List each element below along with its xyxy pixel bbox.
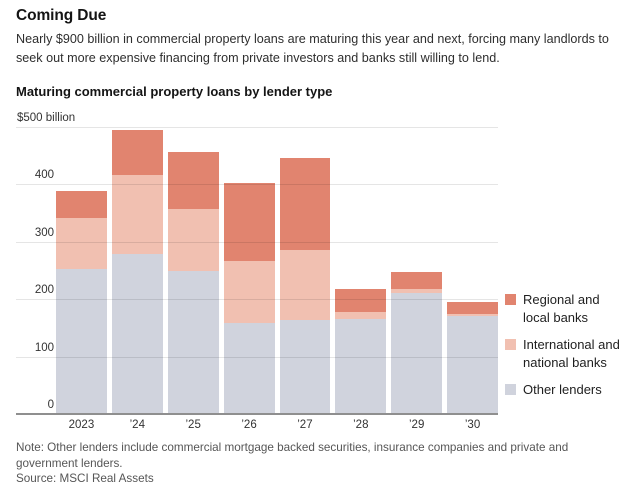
bar-segment[interactable] bbox=[391, 272, 443, 290]
y-tick-label-400: 400 bbox=[34, 169, 54, 182]
bar-segment[interactable] bbox=[391, 293, 443, 414]
bar-segment[interactable] bbox=[111, 174, 163, 254]
x-tick-label: ’29 bbox=[409, 419, 425, 431]
bar-26 bbox=[223, 182, 275, 414]
bar-segment[interactable] bbox=[447, 301, 498, 314]
gridline-500 bbox=[16, 127, 498, 128]
bar-24 bbox=[111, 129, 163, 414]
subtitle: Nearly $900 billion in commercial proper… bbox=[16, 32, 609, 65]
bar-segment[interactable] bbox=[56, 268, 107, 414]
bar-29 bbox=[391, 272, 443, 414]
bar-segment[interactable] bbox=[111, 129, 163, 175]
bar-segment[interactable] bbox=[335, 318, 387, 414]
y-tick-label-300: 300 bbox=[34, 226, 54, 239]
legend-label: Other lenders bbox=[523, 382, 602, 397]
x-tick-label: ’25 bbox=[185, 419, 201, 431]
bar-25 bbox=[167, 151, 219, 414]
bar-segment[interactable] bbox=[391, 289, 443, 294]
y-tick-label-500: $500 billion bbox=[17, 112, 76, 124]
x-tick-label: 2023 bbox=[68, 419, 95, 431]
bar-28 bbox=[335, 289, 387, 414]
bar-segment[interactable] bbox=[167, 270, 219, 414]
x-tick-label: ’24 bbox=[129, 419, 145, 431]
legend-label: Regional and local banks bbox=[523, 292, 600, 325]
bar-segment[interactable] bbox=[56, 218, 107, 269]
gridline-300 bbox=[16, 241, 498, 243]
legend-label: International and national banks bbox=[523, 337, 620, 370]
bar-segment[interactable] bbox=[279, 249, 331, 321]
y-tick-label-200: 200 bbox=[34, 284, 54, 297]
bar-segment[interactable] bbox=[447, 313, 498, 317]
legend-swatch-icon bbox=[505, 384, 516, 395]
gridline-400 bbox=[16, 184, 498, 186]
bar-segment[interactable] bbox=[223, 260, 275, 324]
x-tick-label: ’28 bbox=[353, 419, 369, 431]
y-tick-label-100: 100 bbox=[34, 341, 54, 354]
legend-item: Regional and local banks bbox=[505, 291, 637, 326]
bar-segment[interactable] bbox=[56, 191, 107, 219]
legend-item: International and national banks bbox=[505, 336, 637, 371]
x-tick-label: ’26 bbox=[241, 419, 257, 431]
gridline-200 bbox=[16, 299, 498, 301]
gridline-100 bbox=[16, 356, 498, 358]
bars bbox=[56, 127, 498, 414]
x-tick-label: ’30 bbox=[464, 419, 481, 431]
chart-title: Maturing commercial property loans by le… bbox=[16, 84, 333, 99]
x-axis-labels: 2023 ’24 ’25 ’26 ’27 ’28 ’29 ’30 bbox=[56, 419, 498, 431]
bar-segment[interactable] bbox=[111, 253, 163, 414]
bar-segment[interactable] bbox=[223, 182, 275, 261]
page-title: Coming Due bbox=[16, 7, 107, 24]
bar-30 bbox=[447, 301, 498, 414]
bar-segment[interactable] bbox=[279, 320, 331, 414]
bar-2023 bbox=[56, 191, 107, 414]
legend-item: Other lenders bbox=[505, 381, 637, 399]
x-tick-label: ’27 bbox=[297, 419, 313, 431]
legend-swatch-icon bbox=[505, 339, 516, 350]
bar-27 bbox=[279, 158, 331, 414]
plot-area: 0 100 200 300 400 $500 billion bbox=[16, 112, 498, 415]
bar-segment[interactable] bbox=[223, 323, 275, 414]
bar-segment[interactable] bbox=[447, 316, 498, 414]
x-axis-line bbox=[16, 413, 498, 415]
bar-segment[interactable] bbox=[335, 289, 387, 312]
legend-swatch-icon bbox=[505, 294, 516, 305]
y-tick-label-0: 0 bbox=[47, 399, 54, 411]
note-text: Note: Other lenders include commercial m… bbox=[16, 441, 569, 470]
bar-segment[interactable] bbox=[279, 158, 331, 250]
bar-segment[interactable] bbox=[167, 208, 219, 271]
bar-segment[interactable] bbox=[335, 311, 387, 319]
bar-segment[interactable] bbox=[167, 151, 219, 209]
legend: Regional and local banks International an… bbox=[505, 291, 637, 409]
source-text: Source: MSCI Real Assets bbox=[16, 472, 154, 485]
